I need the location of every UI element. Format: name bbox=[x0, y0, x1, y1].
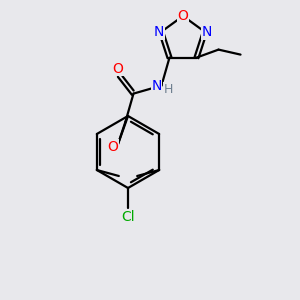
Text: N: N bbox=[151, 79, 162, 93]
Text: O: O bbox=[178, 9, 188, 23]
Text: Cl: Cl bbox=[121, 210, 135, 224]
Text: O: O bbox=[107, 140, 118, 154]
Text: N: N bbox=[154, 25, 164, 39]
Text: O: O bbox=[112, 61, 123, 76]
Text: N: N bbox=[202, 25, 212, 39]
Text: H: H bbox=[164, 83, 173, 96]
